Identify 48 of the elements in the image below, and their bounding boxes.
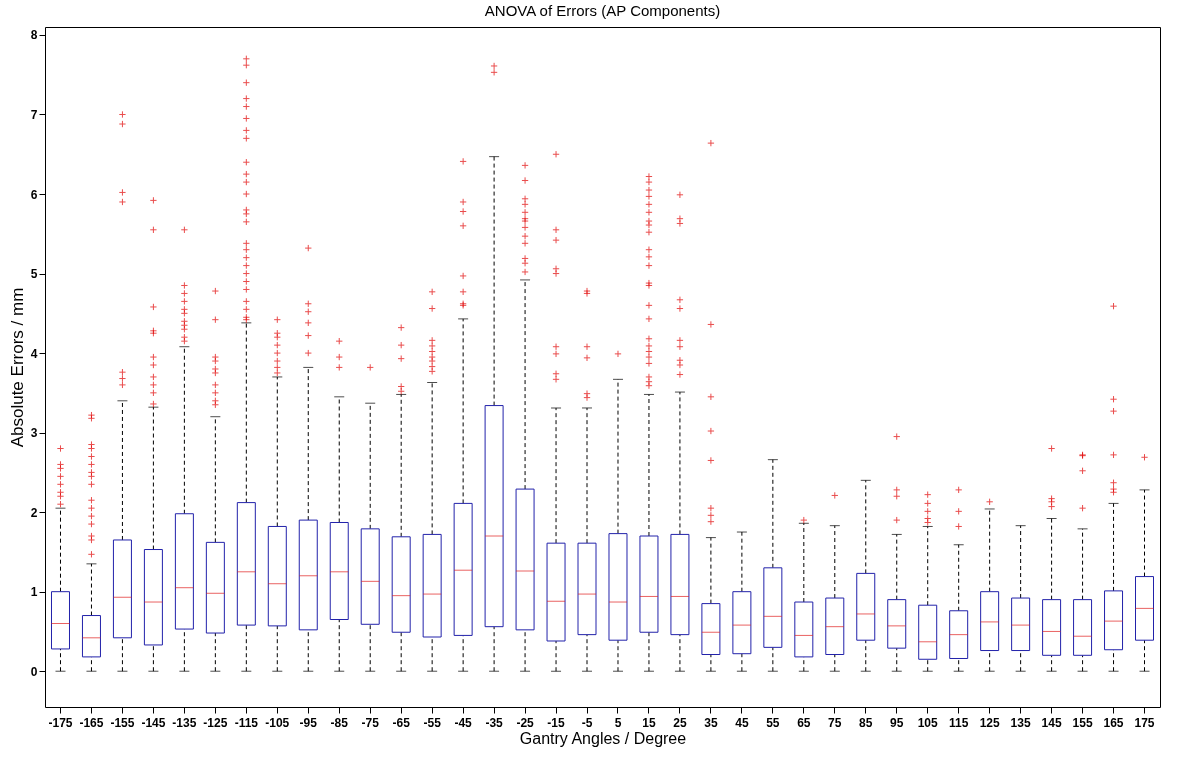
x-tick-label: -85 (330, 715, 349, 730)
x-tick-label: 15 (642, 715, 656, 730)
y-tick-label: 1 (30, 585, 38, 600)
x-axis-title: Gantry Angles / Degree (519, 729, 687, 747)
x-tick-label: 105 (917, 715, 939, 730)
x-tick-label: 145 (1041, 715, 1062, 730)
x-tick-label: 25 (673, 715, 687, 730)
x-tick-label: 175 (1134, 715, 1155, 730)
y-tick-label: 0 (30, 664, 38, 679)
x-tick-label: -105 (265, 715, 290, 730)
x-tick-label: -165 (79, 715, 104, 730)
x-tick-label: -65 (392, 715, 411, 730)
y-tick-label: 2 (30, 505, 38, 520)
x-tick-label: -45 (454, 715, 473, 730)
x-tick-label: -175 (48, 715, 73, 730)
y-tick-label: 7 (30, 107, 38, 122)
x-tick-label: 65 (797, 715, 811, 730)
x-tick-label: 5 (614, 715, 622, 730)
x-tick-label: 135 (1010, 715, 1031, 730)
x-tick-label: -115 (234, 715, 259, 730)
x-tick-label: -145 (141, 715, 166, 730)
x-tick-label: -5 (581, 715, 593, 730)
y-tick-label: 3 (30, 426, 38, 441)
x-tick-label: 75 (828, 715, 842, 730)
y-axis-title: Absolute Errors / mm (7, 287, 27, 448)
x-tick-label: -155 (110, 715, 135, 730)
x-tick-label: -135 (172, 715, 197, 730)
x-tick-label: 35 (704, 715, 718, 730)
x-tick-label: 155 (1072, 715, 1093, 730)
x-tick-label: 115 (949, 715, 969, 730)
x-tick-label: -95 (299, 715, 318, 730)
y-tick-label: 5 (30, 267, 38, 282)
x-tick-label: -55 (423, 715, 442, 730)
x-tick-label: -35 (485, 715, 504, 730)
x-tick-label: 125 (979, 715, 1000, 730)
x-tick-label: -125 (203, 715, 228, 730)
y-tick-label: 4 (30, 346, 38, 361)
x-tick-label: 85 (859, 715, 873, 730)
y-tick-label: 8 (30, 28, 38, 43)
x-tick-label: 45 (735, 715, 749, 730)
x-tick-label: -75 (361, 715, 380, 730)
x-tick-label: -25 (516, 715, 535, 730)
x-tick-label: 165 (1103, 715, 1124, 730)
x-tick-label: 95 (890, 715, 904, 730)
x-tick-label: 55 (766, 715, 780, 730)
chart-title: ANOVA of Errors (AP Components) (484, 2, 721, 19)
x-tick-label: -15 (547, 715, 566, 730)
y-tick-label: 6 (30, 187, 38, 202)
